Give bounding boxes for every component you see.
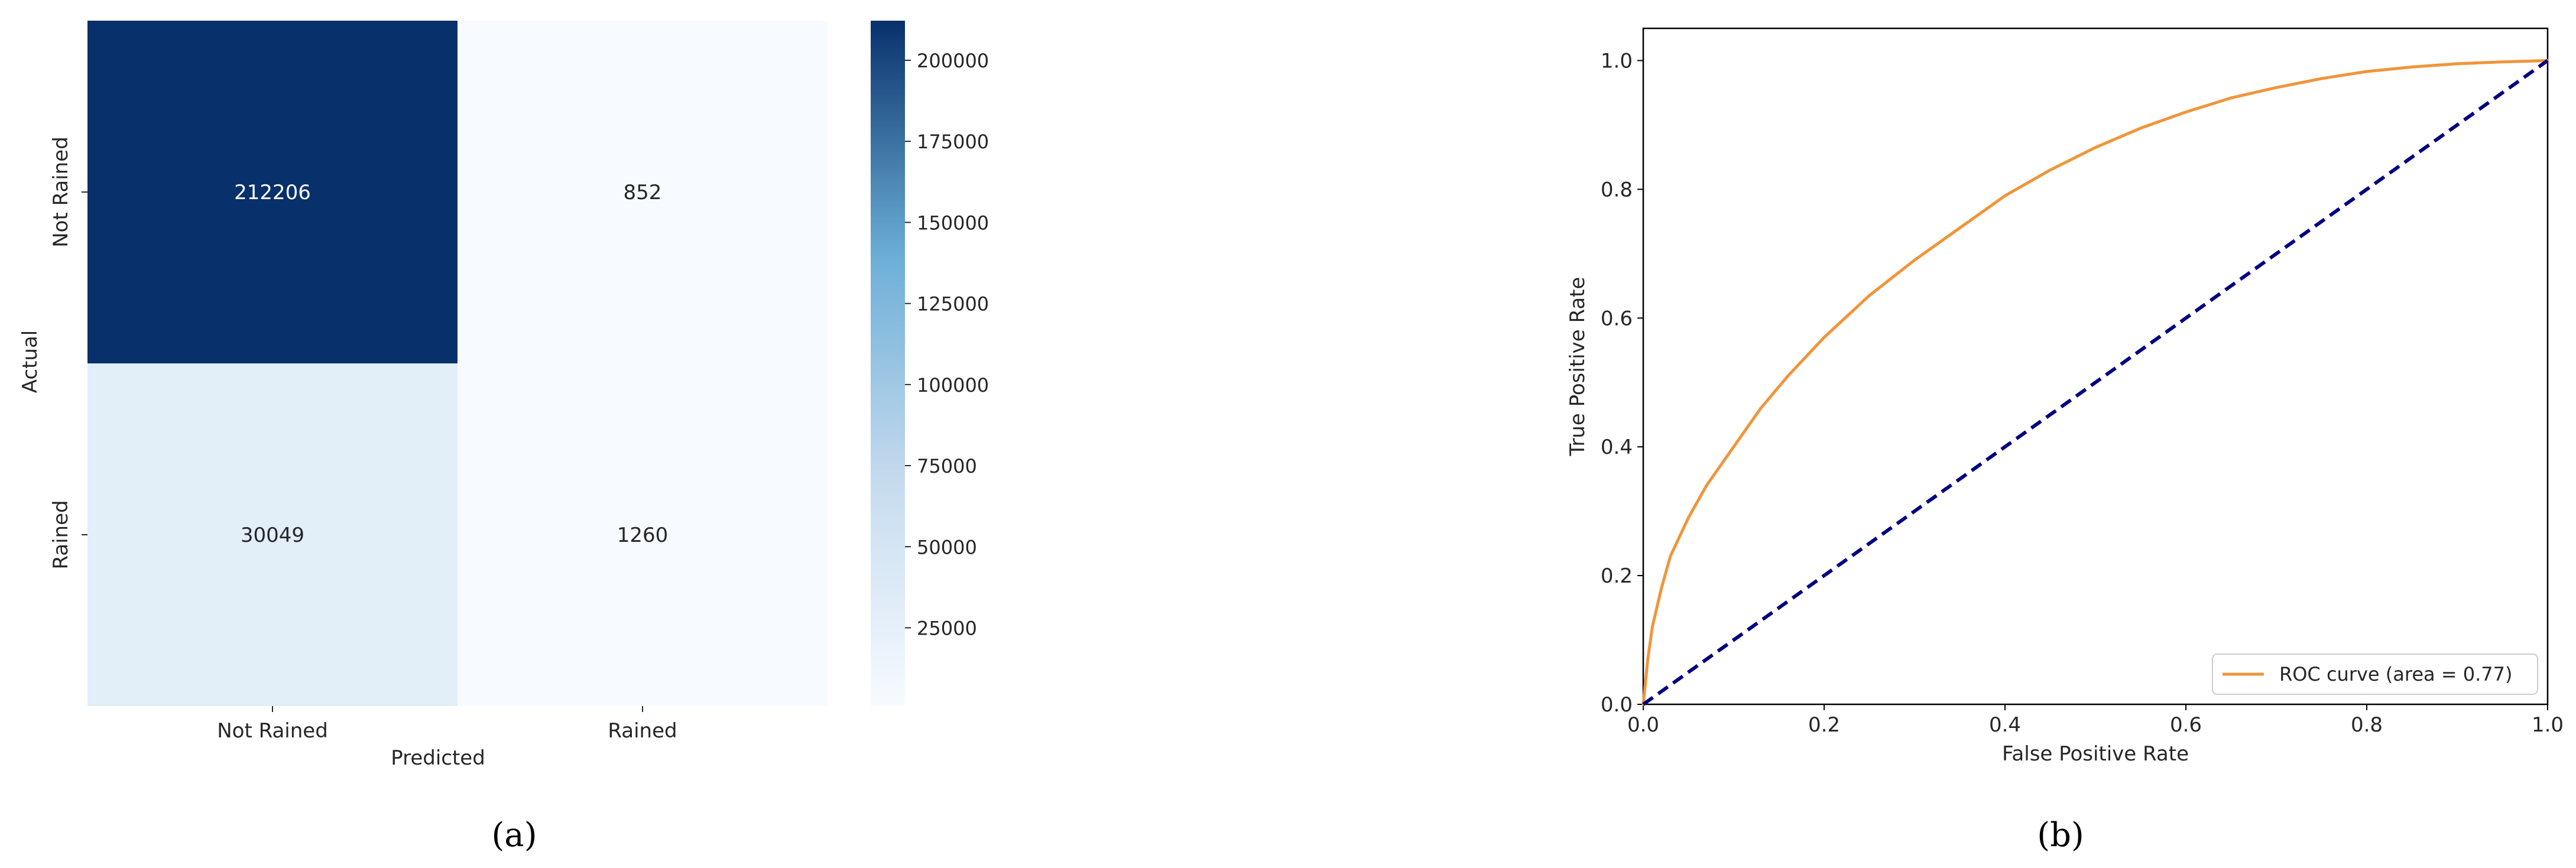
heatmap-cell-value: 852: [624, 181, 662, 204]
y-tick-label: 0.4: [1601, 435, 1633, 459]
roc-legend: ROC curve (area = 0.77): [2212, 654, 2538, 695]
heatmap-cell-value: 30049: [241, 524, 304, 547]
roc-ylabel: True Positive Rate: [1566, 277, 1589, 457]
panel-a-caption: (a): [491, 816, 537, 854]
y-tick-label: 0.0: [1601, 693, 1633, 717]
x-tick-label: 0.4: [1989, 713, 2021, 737]
y-tick-label: 1.0: [1601, 49, 1633, 73]
colorbar-tick-label: 25000: [917, 617, 977, 639]
roc-lines: [1641, 59, 2549, 706]
y-tick-label: 0.2: [1601, 564, 1633, 588]
confusion-matrix-cells: 212206 852 30049 1260: [87, 21, 828, 706]
heatmap-cell: [87, 21, 458, 363]
x-tick-label: 0.8: [2351, 713, 2383, 737]
colorbar-body: [871, 21, 905, 706]
panel-b-caption: (b): [2037, 816, 2084, 854]
colorbar-tick-label: 175000: [917, 131, 989, 153]
colorbar-tick-label: 200000: [917, 50, 989, 72]
y-tick-label: Not Rained: [49, 136, 73, 248]
heatmap-cell-value: 1260: [617, 524, 669, 547]
colorbar: 25000 50000 75000 100000 125000 150000 175000 2…: [871, 21, 989, 706]
colorbar-tick-label: 75000: [917, 455, 977, 477]
legend-label: ROC curve (area = 0.77): [2279, 663, 2513, 685]
x-tick-label: 0.2: [1808, 713, 1840, 737]
x-tick-label: 0.6: [2170, 713, 2202, 737]
roc-ticks: 0.0 0.2 0.4 0.6 0.8 1.0 0.0 0.2 0.4 0.6 0.8 1.0: [1601, 49, 2564, 737]
colorbar-tick-label: 150000: [917, 212, 989, 234]
roc-plot-frame: [1642, 27, 2549, 706]
y-tick-label: 0.6: [1601, 307, 1633, 330]
roc-panel: 0.0 0.2 0.4 0.6 0.8 1.0 0.0 0.2 0.4 0.6 0.8 1.0 Fal…: [1566, 27, 2564, 766]
x-tick-label: 1.0: [2532, 713, 2564, 737]
colorbar-tick-label: 50000: [917, 536, 977, 558]
legend-box: [2212, 654, 2538, 695]
y-tick-label: Rained: [49, 500, 73, 569]
roc-xlabel: False Positive Rate: [2002, 742, 2189, 766]
confusion-matrix-ylabel: Actual: [18, 330, 42, 394]
colorbar-tick-label: 125000: [917, 293, 989, 316]
chance-diagonal-line: [1642, 59, 2549, 706]
x-tick-label: Not Rained: [217, 719, 328, 743]
heatmap-cell: [458, 363, 828, 706]
x-tick-label: 0.0: [1627, 713, 1659, 737]
confusion-matrix-xlabel: Predicted: [391, 746, 485, 770]
heatmap-cell-value: 212206: [234, 181, 311, 204]
confusion-matrix-ticks: Not Rained Rained Not Rained Rained: [49, 136, 677, 743]
heatmap-cell: [458, 21, 828, 363]
colorbar-tick-label: 100000: [917, 374, 989, 396]
x-tick-label: Rained: [608, 719, 677, 743]
roc-curve-line: [1641, 59, 2549, 706]
y-tick-label: 0.8: [1601, 178, 1633, 201]
heatmap-cell: [87, 363, 458, 706]
